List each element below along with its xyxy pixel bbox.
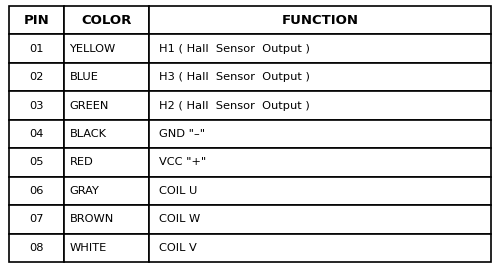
Text: YELLOW: YELLOW — [70, 44, 116, 54]
Bar — [149, 234, 491, 262]
Text: 03: 03 — [30, 100, 44, 110]
Bar — [64, 6, 149, 34]
Text: 01: 01 — [30, 44, 44, 54]
Bar — [149, 63, 491, 91]
Bar — [9, 34, 64, 63]
Text: GND "–": GND "–" — [159, 129, 205, 139]
Text: 04: 04 — [30, 129, 44, 139]
Text: WHITE: WHITE — [70, 243, 106, 253]
Bar — [149, 148, 491, 177]
Text: 02: 02 — [30, 72, 44, 82]
Text: PIN: PIN — [24, 14, 50, 27]
Bar — [9, 91, 64, 120]
Bar — [64, 177, 149, 205]
Bar — [149, 120, 491, 148]
Bar — [149, 91, 491, 120]
Text: RED: RED — [70, 158, 93, 168]
Bar — [9, 177, 64, 205]
Text: COLOR: COLOR — [82, 14, 132, 27]
Text: GRAY: GRAY — [70, 186, 100, 196]
Bar — [64, 234, 149, 262]
Bar — [64, 63, 149, 91]
Bar — [9, 120, 64, 148]
Text: COIL V: COIL V — [159, 243, 197, 253]
Text: BLUE: BLUE — [70, 72, 98, 82]
Bar — [149, 6, 491, 34]
Bar — [64, 148, 149, 177]
Bar — [149, 177, 491, 205]
Text: H3 ( Hall  Sensor  Output ): H3 ( Hall Sensor Output ) — [159, 72, 310, 82]
Bar — [64, 34, 149, 63]
Text: 07: 07 — [30, 214, 44, 224]
Bar — [9, 234, 64, 262]
Text: 06: 06 — [30, 186, 44, 196]
Bar — [149, 34, 491, 63]
Bar — [64, 120, 149, 148]
Bar — [64, 91, 149, 120]
Text: BLACK: BLACK — [70, 129, 106, 139]
Bar — [149, 205, 491, 234]
Text: 05: 05 — [30, 158, 44, 168]
Text: H1 ( Hall  Sensor  Output ): H1 ( Hall Sensor Output ) — [159, 44, 310, 54]
Text: 08: 08 — [30, 243, 44, 253]
Bar — [9, 205, 64, 234]
Bar — [9, 148, 64, 177]
Text: VCC "+": VCC "+" — [159, 158, 206, 168]
Text: BROWN: BROWN — [70, 214, 114, 224]
Bar — [9, 6, 64, 34]
Bar — [64, 205, 149, 234]
Bar — [9, 63, 64, 91]
Text: FUNCTION: FUNCTION — [282, 14, 358, 27]
Text: COIL U: COIL U — [159, 186, 198, 196]
Text: GREEN: GREEN — [70, 100, 109, 110]
Text: H2 ( Hall  Sensor  Output ): H2 ( Hall Sensor Output ) — [159, 100, 310, 110]
Text: COIL W: COIL W — [159, 214, 200, 224]
